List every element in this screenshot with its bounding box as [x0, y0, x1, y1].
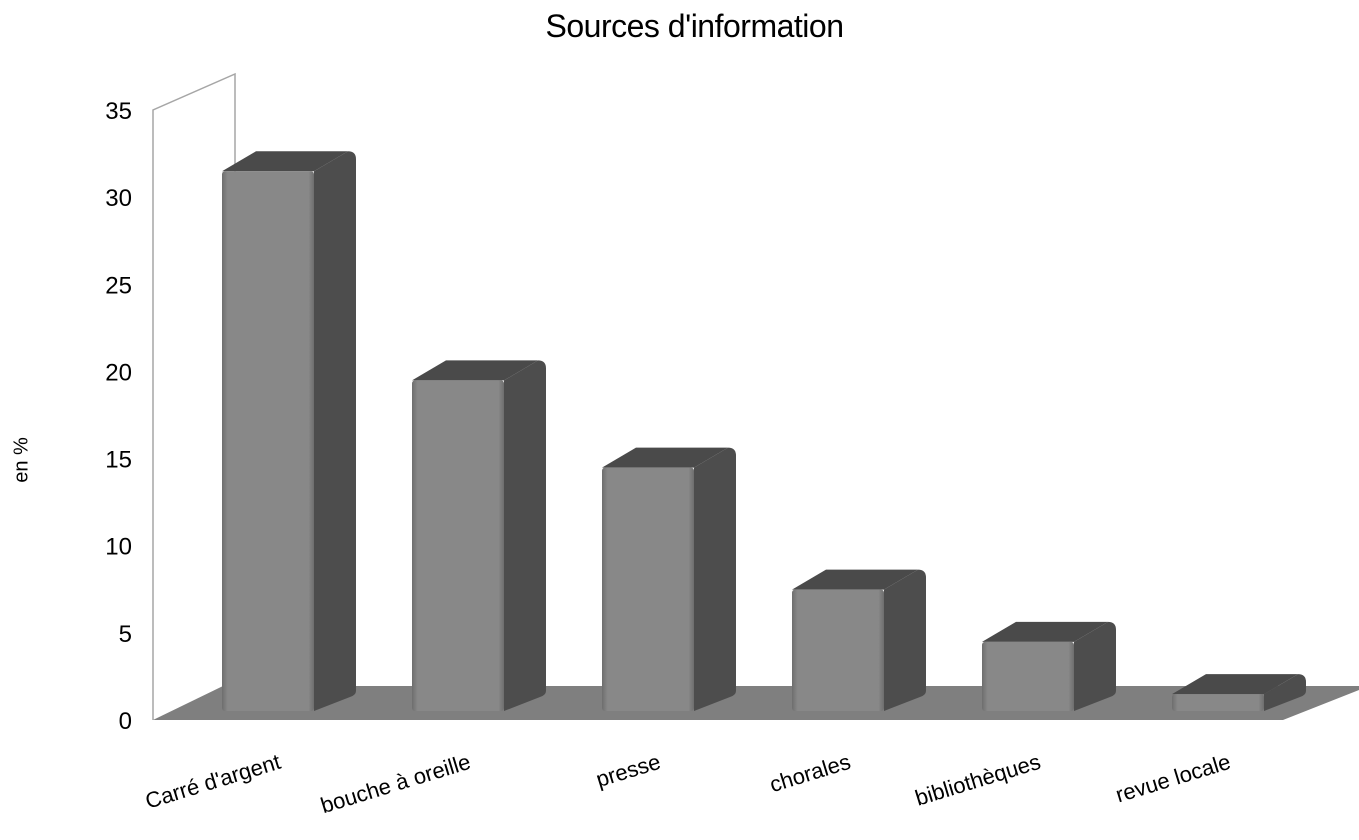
- y-axis-ticks: 0 5 10 15 20 25 30 35: [105, 98, 132, 735]
- bar-top: [222, 151, 348, 172]
- bar-front: [982, 641, 1074, 711]
- y-tick-label: 5: [119, 621, 132, 648]
- bar-top: [792, 569, 918, 590]
- bar-side: [1074, 621, 1116, 711]
- x-tick-label: bouche à oreille: [318, 749, 474, 818]
- y-tick-label: 35: [105, 98, 132, 125]
- bar-side: [504, 360, 546, 711]
- bar-front: [412, 380, 504, 711]
- y-tick-label: 30: [105, 185, 132, 212]
- bar: [982, 621, 1116, 711]
- bar-top: [982, 621, 1108, 642]
- bar-side: [694, 447, 736, 711]
- bar-front: [1172, 694, 1264, 711]
- y-tick-label: 15: [105, 447, 132, 474]
- x-tick-label: bibliothèques: [912, 749, 1043, 811]
- x-axis-labels: Carré d'argent bouche à oreille presse chor…: [142, 749, 1233, 818]
- bars: [222, 151, 1306, 712]
- bar: [412, 360, 546, 711]
- y-tick-label: 10: [105, 534, 132, 561]
- y-tick-label: 25: [105, 272, 132, 299]
- x-tick-label: revue locale: [1113, 749, 1234, 808]
- bar-top: [412, 360, 538, 381]
- bar: [222, 151, 356, 712]
- bar-top: [602, 447, 728, 468]
- bar-side: [884, 569, 926, 711]
- chart-title: Sources d'information: [545, 8, 844, 44]
- bar-side: [1264, 674, 1306, 711]
- bar-front: [222, 171, 314, 712]
- bar-front: [602, 467, 694, 711]
- y-tick-label: 0: [119, 708, 132, 735]
- x-tick-label: presse: [593, 749, 663, 792]
- x-tick-label: Carré d'argent: [142, 749, 283, 814]
- bar: [602, 447, 736, 711]
- bar-side: [314, 151, 356, 712]
- x-tick-label: chorales: [767, 749, 854, 797]
- bar: [1172, 674, 1306, 711]
- bar-top: [1172, 674, 1298, 695]
- bar-front: [792, 589, 884, 711]
- bar: [792, 569, 926, 711]
- y-tick-label: 20: [105, 359, 132, 386]
